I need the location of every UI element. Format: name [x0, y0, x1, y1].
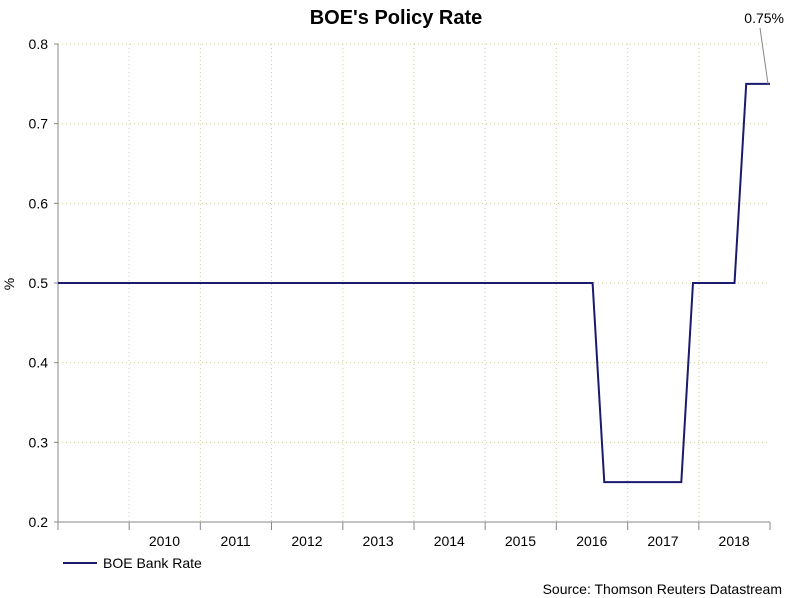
chart-title: BOE's Policy Rate	[310, 7, 483, 29]
x-tick-label: 2013	[363, 533, 394, 549]
y-tick-label: 0.5	[29, 275, 49, 291]
y-axis-label: %	[1, 278, 17, 290]
x-tick-label: 2016	[576, 533, 607, 549]
x-ticks: 2010 2011 2012 2013 2014 2015 2016 2017 2018	[57, 522, 771, 549]
y-tick-label: 0.2	[29, 514, 49, 530]
y-tick-label: 0.6	[29, 195, 49, 211]
x-tick-label: 2015	[505, 533, 536, 549]
x-tick-label: 2010	[149, 533, 180, 549]
x-tick-label: 2011	[221, 533, 251, 549]
x-tick-label: 2012	[291, 533, 322, 549]
x-tick-label: 2014	[434, 533, 465, 549]
annotations: 0.75%	[744, 10, 784, 84]
y-tick-label: 0.3	[29, 434, 49, 450]
legend: BOE Bank Rate	[63, 555, 202, 571]
x-tick-label: 2017	[647, 533, 678, 549]
x-tick-label: 2018	[719, 533, 750, 549]
series-layer	[58, 82, 770, 484]
y-tick-label: 0.7	[29, 116, 49, 132]
legend-label: BOE Bank Rate	[103, 555, 202, 571]
y-ticks: 0.2 0.3 0.4 0.5 0.6 0.7 0.8	[29, 36, 58, 530]
annotation-label: 0.75%	[744, 10, 784, 26]
y-tick-label: 0.4	[29, 355, 49, 371]
y-tick-label: 0.8	[29, 36, 49, 52]
source-note: Source: Thomson Reuters Datastream	[543, 581, 782, 597]
series-line	[58, 82, 770, 484]
annotation-leader	[759, 27, 769, 84]
